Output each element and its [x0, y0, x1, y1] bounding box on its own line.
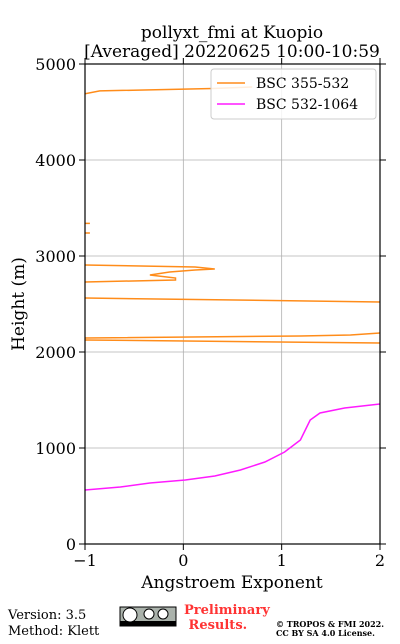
y-tick-label: 0	[66, 535, 76, 554]
cc-logo	[119, 606, 177, 627]
series-line	[85, 403, 380, 491]
plot-frame	[84, 63, 381, 545]
x-tick-label: 0	[178, 551, 188, 570]
x-tick-label: 1	[277, 551, 287, 570]
method: Method: Klett	[8, 624, 100, 639]
y-tick-label: 3000	[35, 247, 76, 266]
x-tick-label: −1	[73, 551, 97, 570]
license: © TROPOS & FMI 2022.	[276, 619, 384, 629]
chart-subtitle: [Averaged] 20220625 10:00-10:59	[84, 42, 380, 62]
y-tick-label: 1000	[35, 439, 76, 458]
license: CC BY SA 4.0 License.	[276, 628, 375, 638]
legend-box	[210, 68, 377, 120]
x-tick-label: 2	[375, 551, 385, 570]
legend-label: BSC 355-532	[256, 76, 349, 92]
preliminary: Preliminary Results.	[184, 603, 270, 633]
legend-label: BSC 532-1064	[256, 97, 358, 113]
version: Version: 3.5	[7, 608, 86, 623]
y-axis-label: Height (m)	[9, 257, 29, 351]
x-axis-label: Angstroem Exponent	[140, 573, 323, 593]
series-line	[85, 86, 380, 344]
y-tick-label: 2000	[35, 343, 76, 362]
y-tick-label: 4000	[35, 151, 76, 170]
chart-title: pollyxt_fmi at Kuopio	[141, 23, 323, 43]
y-tick-label: 5000	[35, 55, 76, 74]
